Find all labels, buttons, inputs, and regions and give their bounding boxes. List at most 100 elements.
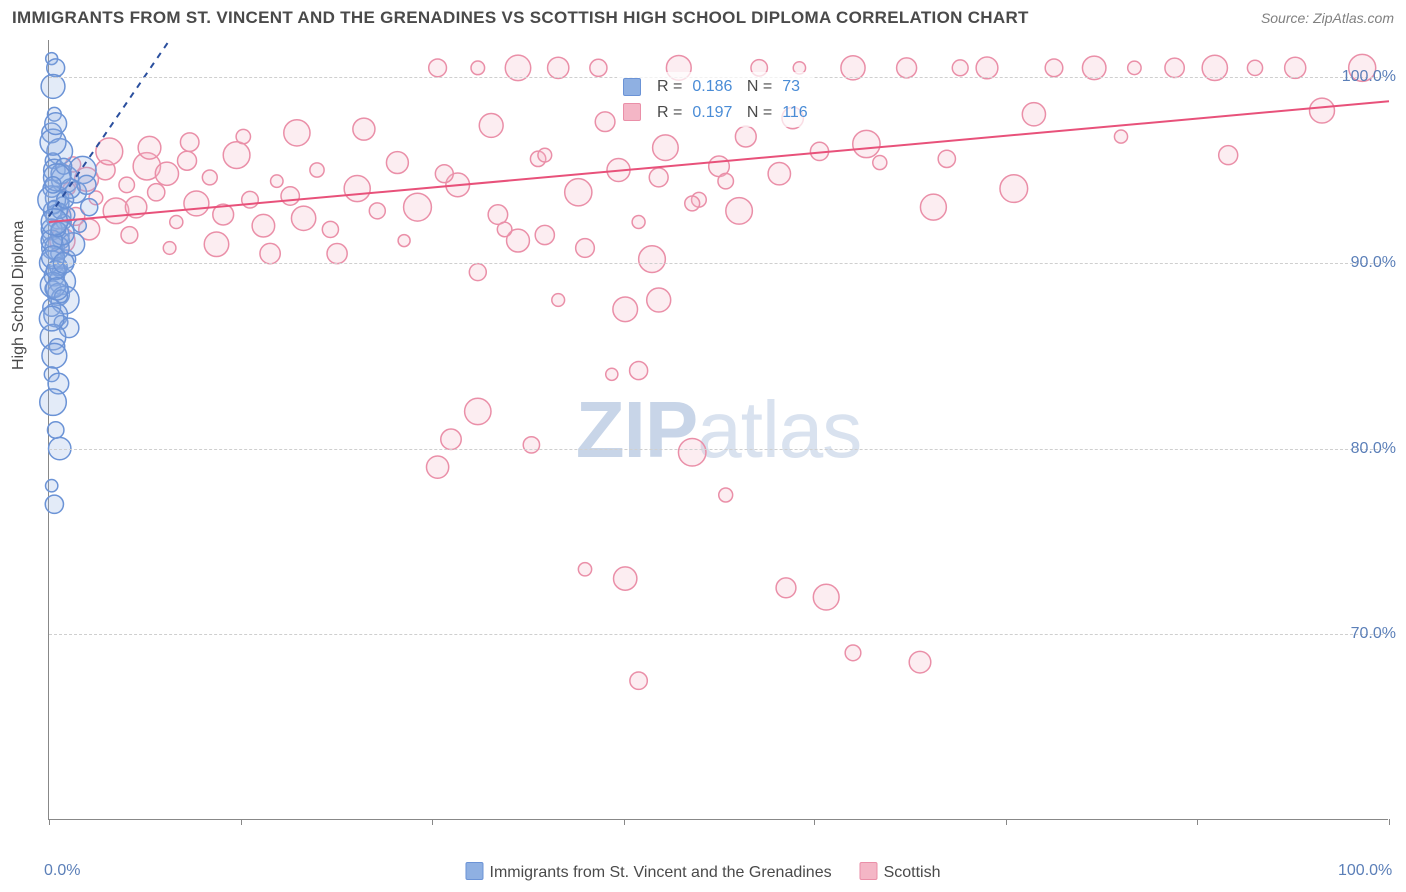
scatter-point: [441, 429, 461, 449]
scatter-point: [49, 339, 64, 354]
scatter-point: [96, 138, 123, 165]
scatter-point: [692, 192, 707, 207]
scatter-point: [48, 200, 61, 213]
scatter-point: [53, 263, 67, 277]
scatter-point: [976, 57, 998, 79]
stat-r-value: 0.197: [692, 100, 732, 126]
scatter-point: [369, 203, 385, 219]
scatter-point: [41, 219, 62, 240]
scatter-point: [607, 158, 630, 181]
scatter-point: [54, 315, 68, 329]
scatter-point: [678, 439, 706, 467]
source-value: ZipAtlas.com: [1313, 10, 1394, 26]
scatter-point: [119, 177, 135, 193]
legend-label: Scottish: [884, 864, 941, 881]
legend-swatch: [623, 103, 641, 121]
y-tick-label: 90.0%: [1351, 254, 1396, 272]
x-tick: [49, 819, 50, 825]
scatter-point: [873, 156, 887, 170]
x-tick: [241, 819, 242, 825]
scatter-point: [471, 61, 485, 75]
scatter-point: [45, 186, 68, 209]
y-tick-label: 80.0%: [1351, 440, 1396, 458]
scatter-point: [51, 166, 78, 193]
scatter-point: [41, 230, 62, 251]
scatter-point: [507, 229, 530, 252]
scatter-point: [42, 222, 69, 249]
trendline: [49, 40, 170, 216]
scatter-point: [57, 191, 74, 208]
scatter-point: [1247, 60, 1262, 75]
scatter-point: [47, 283, 69, 305]
scatter-point: [488, 205, 508, 225]
scatter-point: [51, 222, 66, 237]
scatter-point: [51, 164, 71, 184]
scatter-point: [55, 290, 68, 303]
scatter-point: [43, 299, 61, 317]
scatter-point: [45, 113, 67, 135]
source-label: Source:: [1261, 10, 1309, 26]
scatter-point: [845, 645, 861, 661]
scatter-point: [79, 219, 100, 240]
scatter-point: [47, 139, 73, 165]
scatter-point: [565, 179, 592, 206]
scatter-point: [322, 221, 338, 237]
scatter-point: [202, 170, 217, 185]
scatter-point: [1165, 58, 1184, 77]
scatter-point: [62, 233, 85, 256]
x-tick: [432, 819, 433, 825]
legend-swatch: [860, 862, 878, 880]
x-tick: [1006, 819, 1007, 825]
scatter-point: [44, 266, 64, 286]
scatter-point: [327, 243, 347, 263]
scatter-point: [103, 198, 129, 224]
scatter-point: [42, 237, 65, 260]
scatter-point: [170, 215, 183, 228]
scatter-point: [59, 318, 79, 338]
scatter-point: [53, 232, 70, 249]
scatter-point: [426, 456, 448, 478]
scatter-point: [260, 243, 280, 263]
x-tick: [1197, 819, 1198, 825]
scatter-point: [45, 153, 61, 169]
gridline-h: [49, 449, 1388, 450]
stat-n-label: N =: [742, 74, 772, 100]
scatter-point: [44, 201, 63, 220]
scatter-point: [1310, 98, 1335, 123]
stat-n-value: 73: [782, 74, 800, 100]
scatter-point: [56, 197, 69, 210]
scatter-point: [66, 157, 81, 172]
scatter-point: [429, 59, 447, 77]
scatter-point: [538, 148, 552, 162]
scatter-point: [530, 151, 545, 166]
scatter-point: [49, 268, 75, 294]
scatter-point: [133, 153, 160, 180]
bottom-legend: Immigrants from St. Vincent and the Gren…: [465, 862, 940, 882]
gridline-h: [49, 263, 1388, 264]
scatter-point: [69, 156, 96, 183]
scatter-point: [178, 151, 197, 170]
scatter-point: [606, 368, 618, 380]
scatter-point: [523, 437, 539, 453]
y-tick-label: 70.0%: [1351, 625, 1396, 643]
scatter-point: [46, 53, 58, 65]
scatter-point: [465, 398, 491, 424]
scatter-point: [50, 258, 68, 276]
stat-r-label: R =: [657, 100, 682, 126]
scatter-point: [639, 246, 666, 273]
scatter-point: [42, 246, 65, 269]
scatter-point: [614, 567, 637, 590]
watermark-part1: ZIP: [576, 385, 697, 474]
scatter-point: [180, 133, 199, 152]
scatter-point: [1128, 61, 1141, 74]
scatter-point: [446, 173, 470, 197]
scatter-point: [435, 165, 453, 183]
scatter-point: [810, 142, 828, 160]
scatter-point: [1114, 130, 1127, 143]
scatter-point: [776, 578, 796, 598]
scatter-point: [40, 129, 66, 155]
scatter-point: [595, 112, 615, 132]
scatter-point: [73, 219, 86, 232]
scatter-point: [647, 288, 671, 312]
scatter-point: [552, 294, 565, 307]
